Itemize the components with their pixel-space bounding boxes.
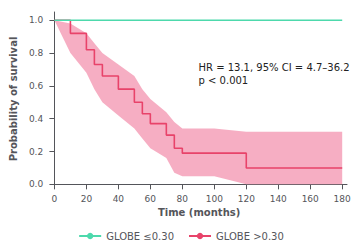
svg-text:60: 60: [145, 194, 157, 204]
svg-text:0.4: 0.4: [29, 114, 44, 124]
svg-text:180: 180: [334, 194, 351, 204]
svg-text:100: 100: [206, 194, 223, 204]
svg-text:0: 0: [52, 194, 58, 204]
svg-text:0.6: 0.6: [29, 81, 44, 91]
svg-text:120: 120: [238, 194, 255, 204]
svg-text:40: 40: [113, 194, 125, 204]
svg-text:Time (months): Time (months): [158, 207, 240, 218]
svg-text:GLOBE >0.30: GLOBE >0.30: [216, 231, 284, 242]
svg-text:HR = 13.1, 95% CI = 4.7–36.2: HR = 13.1, 95% CI = 4.7–36.2: [199, 62, 350, 73]
svg-text:0.2: 0.2: [29, 147, 43, 157]
svg-text:p < 0.001: p < 0.001: [199, 75, 249, 86]
svg-text:140: 140: [270, 194, 287, 204]
svg-text:160: 160: [302, 194, 319, 204]
svg-text:GLOBE ≤0.30: GLOBE ≤0.30: [106, 231, 174, 242]
svg-text:1.0: 1.0: [29, 15, 44, 25]
svg-text:80: 80: [177, 194, 189, 204]
svg-text:0.0: 0.0: [29, 179, 44, 189]
svg-text:0.8: 0.8: [29, 48, 44, 58]
svg-text:20: 20: [81, 194, 93, 204]
svg-text:Probability of survival: Probability of survival: [8, 37, 19, 162]
